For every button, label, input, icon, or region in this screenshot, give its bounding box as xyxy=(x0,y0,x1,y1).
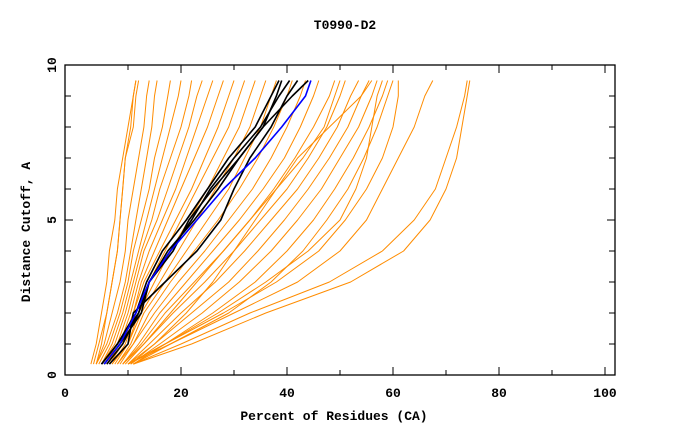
x-tick-label: 40 xyxy=(279,386,295,401)
model-curve xyxy=(133,80,468,365)
model-curve xyxy=(130,80,373,365)
y-tick-label: 5 xyxy=(45,216,60,224)
model-curve xyxy=(116,80,277,365)
x-tick-label: 80 xyxy=(491,386,507,401)
highlighted-model-curve xyxy=(100,79,309,365)
model-curve xyxy=(133,80,471,365)
model-curve xyxy=(119,80,306,365)
x-tick-label: 20 xyxy=(173,386,189,401)
model-curve xyxy=(122,80,341,365)
model-curve xyxy=(127,80,399,365)
model-curve xyxy=(127,80,383,365)
axis-ticks xyxy=(65,65,615,375)
x-tick-label: 0 xyxy=(61,386,69,401)
model-curve xyxy=(130,80,378,365)
model-curve xyxy=(95,80,158,365)
model-curve xyxy=(95,80,140,365)
model-curve xyxy=(106,80,214,365)
model-curve xyxy=(124,80,346,365)
y-tick-label: 0 xyxy=(45,371,60,379)
model-curve xyxy=(101,80,182,365)
x-tick-label: 60 xyxy=(385,386,401,401)
model-curve xyxy=(127,80,370,365)
model-curve xyxy=(103,80,203,365)
model-curve xyxy=(127,80,360,365)
model-curve xyxy=(95,80,150,365)
best-model-curve xyxy=(103,80,312,365)
highlighted-model-curve xyxy=(103,80,291,365)
y-tick-label: 10 xyxy=(45,57,60,73)
model-curve xyxy=(117,80,293,365)
series-lines xyxy=(90,79,471,365)
model-curve xyxy=(133,80,394,365)
x-tick-label: 100 xyxy=(593,386,617,401)
model-curve xyxy=(98,80,171,365)
model-curve xyxy=(122,80,320,365)
model-curve xyxy=(101,80,193,365)
model-curve xyxy=(127,80,434,365)
model-curve xyxy=(90,80,137,365)
x-axis-label: Percent of Residues (CA) xyxy=(240,409,427,424)
y-axis-label: Distance Cutoff, A xyxy=(19,162,34,303)
chart-title: T0990-D2 xyxy=(314,18,377,33)
